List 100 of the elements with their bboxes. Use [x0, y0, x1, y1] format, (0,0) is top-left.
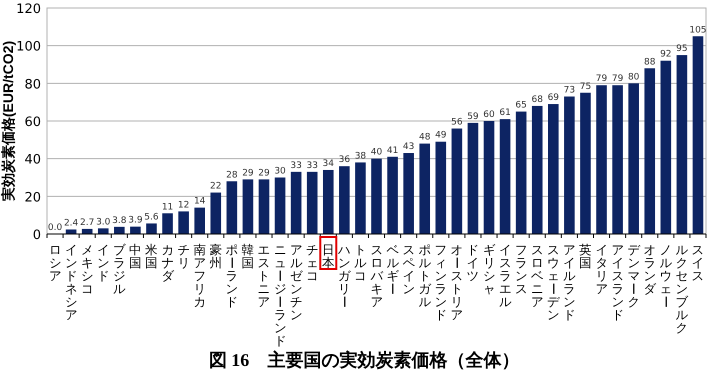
x-tick-label: インドネシア — [64, 243, 78, 322]
x-tick-label: アイルランド — [563, 243, 576, 322]
bar — [612, 85, 623, 234]
bar — [130, 226, 141, 234]
x-tick-label: 中国 — [129, 243, 142, 270]
bar — [548, 104, 559, 234]
x-tick-label: ポーランド — [224, 243, 239, 309]
y-tick-label: 20 — [24, 190, 41, 206]
bar — [676, 55, 688, 234]
bar — [387, 156, 398, 234]
data-label: 5.6 — [144, 212, 159, 222]
data-label: 29 — [242, 168, 254, 178]
bar — [242, 179, 254, 234]
y-tick-label: 100 — [16, 40, 41, 55]
x-tick-label: ニュージーランド — [272, 243, 287, 348]
bar — [322, 170, 334, 234]
data-label: 11 — [162, 202, 174, 212]
data-label: 80 — [628, 72, 640, 82]
bar — [596, 85, 607, 234]
x-tick-label: ポルトガル — [418, 243, 432, 309]
x-tick-label: ハンガリー — [336, 243, 352, 308]
bar — [628, 83, 639, 234]
bar — [114, 226, 125, 234]
data-label: 34 — [322, 158, 334, 169]
data-label: 92 — [660, 50, 672, 60]
x-tick-label: オーストリア — [449, 243, 464, 322]
data-label: 2.4 — [64, 218, 79, 228]
x-tick-label: メキシコ — [80, 243, 94, 296]
y-axis-title: 実効炭素価格(EUR/tCO2) — [0, 40, 16, 202]
x-tick-label: ギリシャ — [482, 243, 496, 296]
data-label: 105 — [689, 25, 707, 36]
x-tick-label: フィンランド — [434, 243, 448, 322]
x-tick-label: オランダ — [643, 243, 658, 296]
bar — [290, 172, 302, 234]
bar — [162, 213, 173, 234]
x-tick-label: 韓国 — [242, 243, 255, 270]
data-label: 49 — [435, 130, 447, 141]
x-tick-label: アイスランド — [611, 243, 624, 322]
bar — [516, 112, 526, 234]
x-tick-label: 米国 — [145, 243, 158, 270]
data-label: 12 — [178, 200, 190, 210]
bar — [210, 192, 222, 234]
x-tick-label: デンマーク — [626, 243, 642, 309]
bar — [226, 181, 238, 234]
x-tick-label: エストニア — [258, 243, 271, 309]
bar — [644, 68, 656, 234]
data-label: 88 — [644, 57, 656, 68]
data-label: 65 — [515, 100, 527, 111]
x-tick-label: チリ — [177, 243, 190, 270]
bar — [403, 153, 414, 234]
x-tick-label: チェコ — [306, 243, 319, 283]
data-label: 29 — [258, 168, 270, 178]
data-label: 41 — [386, 146, 398, 156]
x-tick-label: 日本 — [322, 243, 336, 270]
y-tick-label: 120 — [16, 2, 41, 17]
data-label: 56 — [451, 118, 463, 128]
bar — [355, 162, 366, 234]
bar — [371, 158, 382, 234]
data-label: 3.9 — [128, 216, 143, 226]
x-tick-label: スペイン — [402, 243, 416, 296]
data-label: 95 — [676, 44, 688, 54]
x-tick-label: トルコ — [354, 243, 368, 283]
bar — [500, 119, 510, 234]
x-tick-label: スロバキア — [369, 243, 384, 309]
data-label: 36 — [338, 155, 350, 166]
x-tick-label: イタリア — [595, 243, 608, 296]
x-tick-label: スロベニア — [530, 243, 544, 309]
data-label: 28 — [226, 170, 238, 180]
data-label: 30 — [274, 166, 286, 176]
bar — [692, 36, 704, 234]
data-label: 59 — [467, 112, 479, 122]
y-tick-label: 40 — [24, 152, 41, 168]
y-tick-label: 60 — [24, 115, 41, 130]
data-label: 3.0 — [96, 217, 111, 228]
x-tick-label: 南アフリカ — [193, 243, 206, 309]
data-label: 79 — [612, 74, 624, 84]
x-tick-label: ブラジル — [113, 243, 128, 296]
data-label: 22 — [210, 182, 222, 192]
data-label: 61 — [499, 108, 511, 118]
bar — [178, 211, 189, 234]
data-label: 79 — [596, 74, 608, 84]
x-tick-label: アルゼンチン — [290, 243, 304, 322]
data-label: 68 — [532, 94, 544, 105]
bar — [452, 128, 462, 234]
bar — [274, 178, 286, 234]
y-tick-label: 0 — [32, 228, 41, 243]
y-tick-label: 80 — [24, 77, 41, 92]
bar — [339, 166, 350, 234]
bar — [194, 208, 205, 234]
bar — [532, 106, 543, 234]
x-tick-label: ノルウェー — [658, 243, 673, 308]
bar — [258, 179, 270, 234]
x-tick-label: スウェーデン — [546, 243, 562, 322]
x-tick-label: ルクセンブルク — [676, 243, 690, 335]
x-tick-label: インド — [97, 243, 110, 283]
data-label: 43 — [402, 142, 414, 152]
data-label: 33 — [306, 160, 318, 171]
data-label: 14 — [194, 196, 206, 207]
x-tick-label: フランス — [514, 243, 528, 296]
bar — [146, 223, 157, 234]
